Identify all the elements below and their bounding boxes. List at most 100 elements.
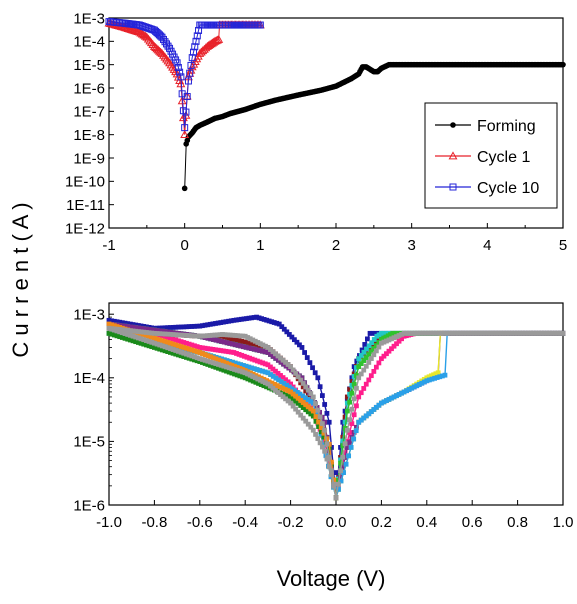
data-point	[210, 332, 215, 338]
data-point	[265, 381, 271, 387]
data-point	[295, 400, 301, 406]
x-tick-label: -0.8	[141, 514, 167, 531]
data-point	[251, 366, 257, 372]
data-point	[536, 330, 542, 336]
data-point	[214, 34, 224, 43]
data-point	[506, 330, 512, 336]
data-point	[146, 339, 152, 344]
data-point	[316, 419, 321, 425]
data-point	[285, 362, 291, 367]
data-point	[555, 330, 561, 336]
data-point	[523, 330, 528, 336]
data-point	[300, 415, 306, 421]
data-point	[240, 367, 245, 372]
data-point	[247, 372, 253, 378]
data-point	[286, 332, 292, 337]
data-point	[204, 333, 210, 339]
bottom-chart: -1.0 -0.8 -0.6 -0.4 -0.2 0.0 0.2 0.4 0.6 0.8 1.0 1E…	[73, 302, 573, 531]
data-point	[310, 413, 316, 419]
data-point	[194, 355, 200, 361]
data-point	[256, 315, 262, 321]
data-point	[213, 356, 219, 362]
data-point	[218, 366, 224, 372]
data-point	[149, 335, 155, 340]
data-point	[262, 349, 268, 355]
data-point	[130, 338, 136, 344]
data-point	[273, 368, 278, 374]
data-point	[249, 315, 254, 321]
data-point	[210, 321, 216, 327]
data-point	[184, 351, 189, 357]
data-point	[414, 383, 420, 389]
data-point	[437, 374, 443, 380]
data-point	[162, 325, 168, 331]
data-point	[230, 359, 235, 365]
data-point	[256, 381, 261, 386]
data-point	[170, 341, 176, 347]
data-point	[366, 411, 372, 417]
data-point	[257, 377, 263, 383]
data-point	[197, 345, 203, 350]
data-point	[244, 340, 250, 345]
data-point	[399, 336, 404, 342]
data-point	[356, 364, 362, 370]
data-point	[421, 379, 427, 385]
data-point	[109, 331, 115, 337]
data-point	[178, 324, 184, 330]
data-point	[285, 398, 291, 404]
data-point	[135, 329, 141, 334]
data-point	[258, 382, 264, 387]
data-point	[367, 330, 373, 336]
data-point	[329, 459, 334, 465]
data-point	[237, 368, 243, 374]
data-point	[247, 336, 253, 342]
data-point	[208, 359, 213, 365]
data-point	[133, 325, 139, 331]
data-point	[181, 354, 187, 359]
data-point	[106, 330, 112, 336]
data-point	[168, 346, 173, 352]
data-point	[165, 331, 171, 337]
data-point	[197, 333, 203, 339]
data-point	[111, 323, 117, 329]
data-point	[178, 353, 184, 359]
data-point	[292, 388, 298, 394]
data-point	[242, 375, 248, 381]
data-point	[445, 330, 451, 336]
data-point	[237, 333, 243, 339]
data-point	[340, 465, 346, 471]
data-point	[122, 335, 128, 341]
data-point	[216, 362, 221, 367]
data-point	[184, 345, 189, 351]
data-point	[295, 395, 301, 401]
data-point	[455, 330, 461, 336]
data-point	[184, 332, 189, 338]
data-point	[246, 345, 252, 351]
data-point	[348, 445, 354, 450]
data-point	[135, 335, 141, 341]
data-point	[324, 456, 330, 462]
data-point	[186, 69, 194, 77]
data-point	[226, 369, 232, 375]
data-point	[316, 424, 321, 429]
data-point	[280, 375, 286, 380]
data-point	[528, 330, 534, 336]
data-point	[305, 421, 311, 427]
data-point	[369, 340, 375, 346]
data-point	[226, 349, 232, 355]
data-point	[273, 351, 278, 357]
data-point	[404, 388, 410, 394]
data-point	[274, 383, 280, 389]
data-point	[189, 342, 195, 348]
data-point	[288, 381, 293, 387]
data-point	[143, 338, 149, 343]
data-point	[376, 344, 382, 350]
data-point	[165, 349, 171, 355]
data-point	[303, 388, 309, 394]
data-point	[539, 330, 544, 336]
data-point	[114, 319, 120, 325]
data-point	[409, 385, 415, 391]
data-point	[384, 338, 389, 344]
data-point	[232, 342, 238, 348]
data-point	[275, 370, 281, 376]
